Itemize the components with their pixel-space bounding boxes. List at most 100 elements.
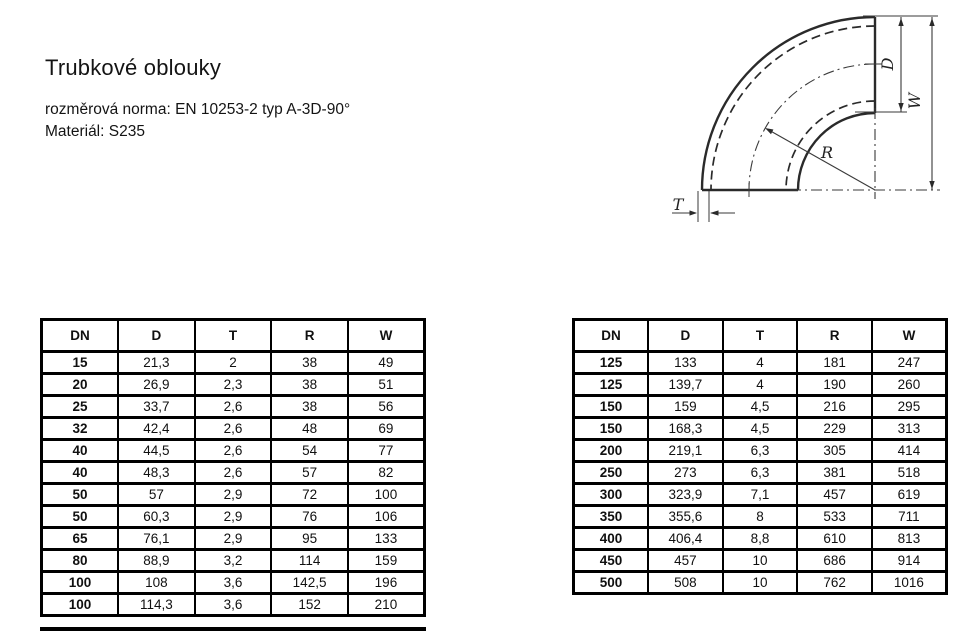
dn-cell: 250	[572, 460, 650, 485]
column-header-w: W	[346, 318, 426, 353]
value-cell: 56	[346, 394, 426, 419]
value-cell: 4,5	[721, 416, 799, 441]
value-cell: 114,3	[117, 592, 196, 617]
column-header-r: R	[796, 318, 873, 353]
value-cell: 69	[346, 416, 426, 441]
dn-cell: 32	[40, 416, 120, 441]
t-arrow-right	[710, 210, 719, 216]
value-cell: 6,3	[721, 438, 799, 463]
table-row: 32 42,4 2,6 48 69	[40, 416, 426, 441]
value-cell: 305	[796, 438, 873, 463]
table-row: 125 133 4 181 247	[572, 350, 948, 375]
value-cell: 457	[796, 482, 873, 507]
table-row: 40 44,5 2,6 54 77	[40, 438, 426, 463]
value-cell: 60,3	[117, 504, 196, 529]
elbow-diagram: D W R T	[672, 15, 940, 222]
table-row: 40 48,3 2,6 57 82	[40, 460, 426, 485]
value-cell: 190	[796, 372, 873, 397]
inner-wall-arc	[796, 111, 876, 191]
dn-cell: 20	[40, 372, 120, 397]
dimension-table-right: DN D T R W 125 133 4 181 247 125 139,7 4 190 260 150 159…	[572, 318, 948, 595]
table-row: 65 76,1 2,9 95 133	[40, 526, 426, 551]
value-cell: 273	[647, 460, 724, 485]
value-cell: 77	[346, 438, 426, 463]
value-cell: 406,4	[647, 526, 724, 551]
w-arrow-down	[929, 181, 935, 189]
value-cell: 313	[870, 416, 948, 441]
value-cell: 108	[117, 570, 196, 595]
table-row: 150 159 4,5 216 295	[572, 394, 948, 419]
value-cell: 4	[721, 372, 799, 397]
value-cell: 216	[796, 394, 873, 419]
value-cell: 159	[647, 394, 724, 419]
table-row: 150 168,3 4,5 229 313	[572, 416, 948, 441]
value-cell: 48,3	[117, 460, 196, 485]
value-cell: 2,6	[193, 394, 273, 419]
dn-cell: 400	[572, 526, 650, 551]
r-dimension-label: R	[820, 143, 833, 162]
table-row: 20 26,9 2,3 38 51	[40, 372, 426, 397]
value-cell: 8	[721, 504, 799, 529]
value-cell: 3,6	[193, 570, 273, 595]
dn-cell: 150	[572, 416, 650, 441]
value-cell: 48	[270, 416, 349, 441]
value-cell: 508	[647, 570, 724, 595]
value-cell: 26,9	[117, 372, 196, 397]
value-cell: 762	[796, 570, 873, 595]
value-cell: 10	[721, 548, 799, 573]
value-cell: 381	[796, 460, 873, 485]
value-cell: 51	[346, 372, 426, 397]
value-cell: 323,9	[647, 482, 724, 507]
table-row: 50 60,3 2,9 76 106	[40, 504, 426, 529]
value-cell: 711	[870, 504, 948, 529]
value-cell: 44,5	[117, 438, 196, 463]
table-row: 100 108 3,6 142,5 196	[40, 570, 426, 595]
value-cell: 2,6	[193, 460, 273, 485]
value-cell: 54	[270, 438, 349, 463]
value-cell: 3,6	[193, 592, 273, 617]
dn-cell: 450	[572, 548, 650, 573]
value-cell: 610	[796, 526, 873, 551]
norm-text: rozměrová norma: EN 10253-2 typ A-3D-90°	[45, 101, 351, 118]
table-row: 200 219,1 6,3 305 414	[572, 438, 948, 463]
dn-cell: 50	[40, 482, 120, 507]
header-row: DN D T R W	[572, 318, 948, 353]
column-header-w: W	[870, 318, 948, 353]
dn-cell: 500	[572, 570, 650, 595]
value-cell: 2,6	[193, 416, 273, 441]
value-cell: 42,4	[117, 416, 196, 441]
page-title: Trubkové oblouky	[45, 55, 222, 80]
table-row: 350 355,6 8 533 711	[572, 504, 948, 529]
table-row: 80 88,9 3,2 114 159	[40, 548, 426, 573]
value-cell: 38	[270, 350, 349, 375]
column-header-t: T	[721, 318, 799, 353]
value-cell: 533	[796, 504, 873, 529]
value-cell: 159	[346, 548, 426, 573]
dn-cell: 25	[40, 394, 120, 419]
dn-cell: 80	[40, 548, 120, 573]
d-arrow-down	[898, 103, 904, 111]
value-cell: 100	[346, 482, 426, 507]
value-cell: 219,1	[647, 438, 724, 463]
dn-cell: 300	[572, 482, 650, 507]
value-cell: 813	[870, 526, 948, 551]
value-cell: 686	[796, 548, 873, 573]
t-arrow-left	[689, 210, 697, 216]
table-row: 250 273 6,3 381 518	[572, 460, 948, 485]
value-cell: 355,6	[647, 504, 724, 529]
value-cell: 2,9	[193, 526, 273, 551]
dn-cell: 40	[40, 460, 120, 485]
value-cell: 2,9	[193, 482, 273, 507]
value-cell: 57	[270, 460, 349, 485]
value-cell: 6,3	[721, 460, 799, 485]
table-row: 500 508 10 762 1016	[572, 570, 948, 595]
value-cell: 76	[270, 504, 349, 529]
table-row: 15 21,3 2 38 49	[40, 350, 426, 375]
value-cell: 2,9	[193, 504, 273, 529]
value-cell: 914	[870, 548, 948, 573]
value-cell: 10	[721, 570, 799, 595]
centerline-arc	[748, 63, 876, 191]
inner-wall-inner-arc	[785, 100, 876, 191]
table-row: 50 57 2,9 72 100	[40, 482, 426, 507]
